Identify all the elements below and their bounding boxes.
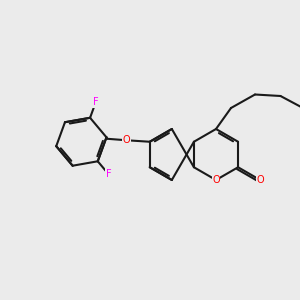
Text: F: F xyxy=(106,169,111,179)
Text: F: F xyxy=(93,97,98,107)
Text: O: O xyxy=(122,135,130,145)
Text: O: O xyxy=(256,175,264,185)
Text: O: O xyxy=(212,175,220,185)
